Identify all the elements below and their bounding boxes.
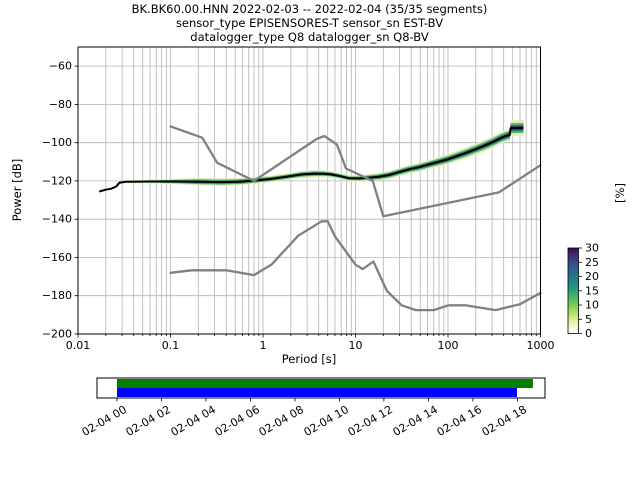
title-line-1: BK.BK60.00.HNN 2022-02-03 -- 2022-02-04 … <box>131 2 488 16</box>
x-tick-label: 100 <box>438 339 459 352</box>
colorbar-label: [%] <box>613 183 627 203</box>
noise-model-nhnm-line <box>169 125 542 218</box>
colorbar-tick-label: 25 <box>585 256 599 269</box>
x-tick-label: 10 <box>349 339 363 352</box>
y-tick-label: −160 <box>42 251 72 264</box>
x-tick-label: 0.1 <box>162 339 180 352</box>
colorbar-gradient <box>567 247 579 334</box>
x-tick-label: 1 <box>260 339 267 352</box>
colorbar-tick-label: 20 <box>585 270 599 283</box>
colorbar-tick-label: 10 <box>585 299 599 312</box>
y-axis-label: Power [dB] <box>10 158 24 222</box>
y-tick-label: −120 <box>42 174 72 187</box>
coverage-bar-blue <box>117 388 517 397</box>
y-tick-label: −80 <box>49 98 72 111</box>
x-tick-label: 0.01 <box>66 339 91 352</box>
colorbar-tick-label: 30 <box>585 242 599 255</box>
colorbar-tick-label: 15 <box>585 284 599 297</box>
y-tick-label: −200 <box>42 328 72 341</box>
y-tick-label: −60 <box>49 60 72 73</box>
noise-model-nlnm-line <box>169 220 542 312</box>
title-line-3: datalogger_type Q8 datalogger_sn Q8-BV <box>190 30 429 44</box>
y-tick-label: −180 <box>42 289 72 302</box>
colorbar-tick-label: 5 <box>585 313 592 326</box>
title-line-2: sensor_type EPISENSORES-T sensor_sn EST-… <box>175 16 444 30</box>
coverage-bar-green <box>117 379 533 388</box>
colorbar-tick-label: 0 <box>585 327 592 340</box>
axes-frame <box>77 46 541 335</box>
ppsd-mode-line <box>99 126 524 193</box>
y-tick-label: −140 <box>42 213 72 226</box>
x-axis-label: Period [s] <box>281 352 337 366</box>
x-tick-label: 1000 <box>527 339 555 352</box>
plot-title: BK.BK60.00.HNN 2022-02-03 -- 2022-02-04 … <box>78 2 541 44</box>
y-tick-label: −100 <box>42 136 72 149</box>
